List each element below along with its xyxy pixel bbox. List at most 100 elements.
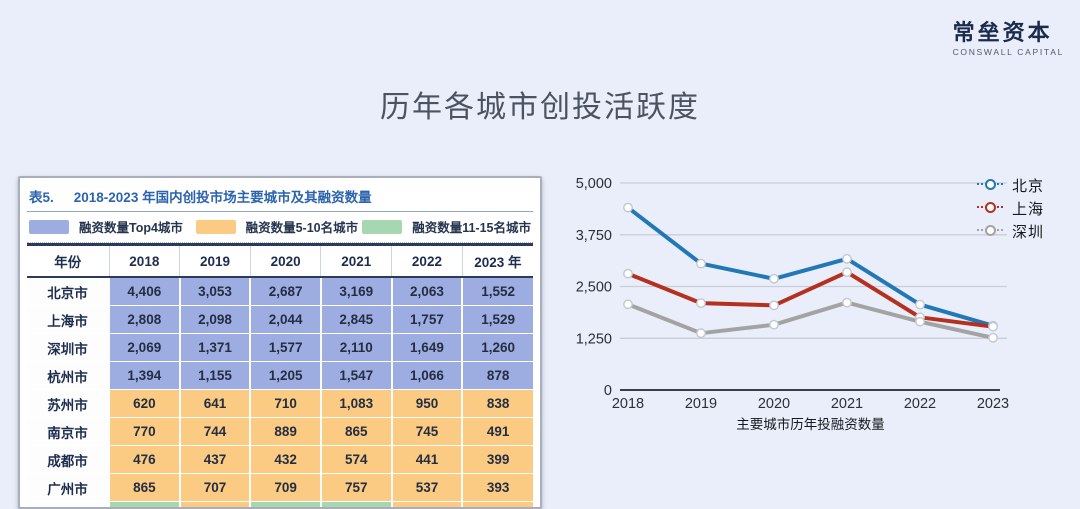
value-cell bbox=[108, 501, 180, 507]
value-cell: 710 bbox=[249, 389, 321, 418]
data-point-marker bbox=[769, 273, 779, 284]
value-cell bbox=[319, 501, 392, 507]
city-name-cell: 成都市 bbox=[27, 445, 110, 474]
series-line-北京 bbox=[626, 205, 995, 328]
value-cell bbox=[249, 501, 321, 507]
table-row: 成都市 476 437 432 574 441 399 bbox=[27, 445, 533, 474]
value-cell: 393 bbox=[461, 473, 533, 502]
data-point-marker bbox=[696, 298, 706, 309]
table-row: 广州市 865 707 709 757 537 393 bbox=[27, 473, 533, 502]
table-color-legend: 融资数量Top4城市 融资数量5-10名城市 融资数量11-15名城市 bbox=[27, 212, 533, 243]
table-column-header: 2019 bbox=[179, 243, 251, 278]
table-row: 苏州市 620 641 710 1,083 950 838 bbox=[27, 389, 533, 418]
value-cell: 441 bbox=[390, 445, 463, 474]
value-cell: 2,845 bbox=[319, 305, 392, 334]
value-cell: 865 bbox=[108, 473, 180, 502]
data-point-marker bbox=[842, 267, 852, 278]
legend-swatch-icon bbox=[362, 219, 403, 234]
table-legend-item: 融资数量11-15名城市 bbox=[362, 217, 531, 236]
data-point-marker bbox=[696, 258, 706, 269]
series-line-上海 bbox=[626, 270, 995, 329]
x-tick-label: 2018 bbox=[612, 396, 644, 412]
table-column-header: 2020 bbox=[249, 243, 321, 278]
city-funding-table: 年份 2018 2019 2020 2021 2022 2023 年 北京市 4,406 3,0… bbox=[27, 243, 533, 507]
value-cell: 838 bbox=[461, 389, 533, 418]
value-cell: 709 bbox=[249, 473, 321, 502]
y-tick-label: 3,750 bbox=[576, 228, 612, 244]
y-tick-label: 1,250 bbox=[576, 331, 612, 347]
legend-dot bbox=[984, 179, 996, 190]
company-logo: 常垒资本 CONSWALL CAPITAL bbox=[888, 12, 1064, 66]
table-caption-text: 2018-2023 年国内创投市场主要城市及其融资数量 bbox=[73, 190, 372, 205]
chart-legend-label: 北京 bbox=[1011, 177, 1044, 195]
y-tick-label: 2,500 bbox=[576, 280, 612, 296]
data-point-marker bbox=[842, 297, 852, 308]
table-column-header: 2023 年 bbox=[461, 243, 533, 278]
value-cell: 574 bbox=[319, 445, 392, 474]
x-tick-label: 2022 bbox=[904, 396, 936, 412]
city-name-cell: 上海市 bbox=[27, 305, 110, 334]
legend-marker-icon bbox=[976, 202, 1003, 214]
x-tick-label: 2023 bbox=[977, 396, 1009, 412]
chart-legend-item: 上海 bbox=[976, 197, 1044, 219]
value-cell: 437 bbox=[178, 445, 251, 474]
value-cell: 399 bbox=[461, 445, 533, 474]
value-cell: 770 bbox=[108, 417, 180, 446]
table-row: 深圳市 2,069 1,371 1,577 2,110 1,649 1,260 bbox=[27, 333, 533, 362]
page-title: 历年各城市创投活跃度 bbox=[380, 91, 700, 124]
y-tick-label: 5,000 bbox=[576, 176, 612, 192]
value-cell: 1,552 bbox=[461, 276, 533, 306]
value-cell: 537 bbox=[390, 473, 463, 502]
value-cell: 865 bbox=[319, 417, 392, 446]
value-cell: 1,529 bbox=[461, 305, 533, 334]
value-cell: 950 bbox=[390, 389, 463, 418]
value-cell: 1,066 bbox=[390, 361, 463, 390]
city-name-cell bbox=[27, 501, 110, 507]
chart-legend-item: 深圳 bbox=[976, 220, 1044, 242]
table-legend-item: 融资数量Top4城市 bbox=[29, 217, 196, 236]
city-name-cell: 深圳市 bbox=[27, 333, 110, 362]
series-line-深圳 bbox=[626, 300, 995, 340]
chart-legend-item: 北京 bbox=[976, 174, 1044, 196]
value-cell: 2,687 bbox=[249, 276, 321, 306]
table-partial-row bbox=[27, 501, 533, 507]
value-cell: 745 bbox=[390, 417, 463, 446]
value-cell: 2,044 bbox=[249, 305, 321, 334]
city-name-cell: 杭州市 bbox=[27, 361, 110, 390]
table-row: 南京市 770 744 889 865 745 491 bbox=[27, 417, 533, 446]
value-cell: 2,063 bbox=[390, 276, 463, 306]
city-name-cell: 广州市 bbox=[27, 473, 110, 502]
value-cell: 707 bbox=[178, 473, 251, 502]
value-cell bbox=[390, 501, 463, 507]
value-cell: 476 bbox=[108, 445, 180, 474]
logo-name-en: CONSWALL CAPITAL bbox=[952, 47, 1064, 58]
data-point-marker bbox=[988, 321, 998, 332]
value-cell: 889 bbox=[249, 417, 321, 446]
value-cell: 641 bbox=[178, 389, 251, 418]
table-column-header: 年份 bbox=[27, 243, 109, 278]
value-cell: 878 bbox=[461, 361, 533, 390]
value-cell: 620 bbox=[108, 389, 180, 418]
value-cell: 1,205 bbox=[249, 361, 321, 390]
value-cell: 4,406 bbox=[108, 276, 180, 306]
value-cell: 1,155 bbox=[178, 361, 251, 390]
legend-marker-icon bbox=[976, 179, 1003, 191]
data-point-marker bbox=[988, 332, 998, 343]
value-cell: 1,547 bbox=[319, 361, 392, 390]
data-point-marker bbox=[769, 319, 779, 330]
value-cell: 2,098 bbox=[178, 305, 251, 334]
line-chart-canvas: 0 1,250 2,500 3,750 5,000 2018 2019 2020 2021 202… bbox=[576, 176, 1009, 432]
chart-legend-label: 深圳 bbox=[1011, 223, 1044, 241]
value-cell: 1,649 bbox=[390, 333, 463, 362]
legend-swatch-icon bbox=[29, 219, 69, 234]
chart-caption: 主要城市历年投融资数量 bbox=[736, 416, 885, 432]
chart-legend-label: 上海 bbox=[1011, 200, 1044, 218]
value-cell: 757 bbox=[319, 473, 392, 502]
data-point-marker bbox=[623, 299, 633, 310]
value-cell bbox=[461, 501, 533, 507]
value-cell: 2,808 bbox=[108, 305, 180, 334]
city-name-cell: 北京市 bbox=[27, 276, 110, 306]
y-tick-label: 0 bbox=[604, 383, 612, 399]
value-cell: 432 bbox=[249, 445, 321, 474]
value-cell: 1,083 bbox=[319, 389, 392, 418]
